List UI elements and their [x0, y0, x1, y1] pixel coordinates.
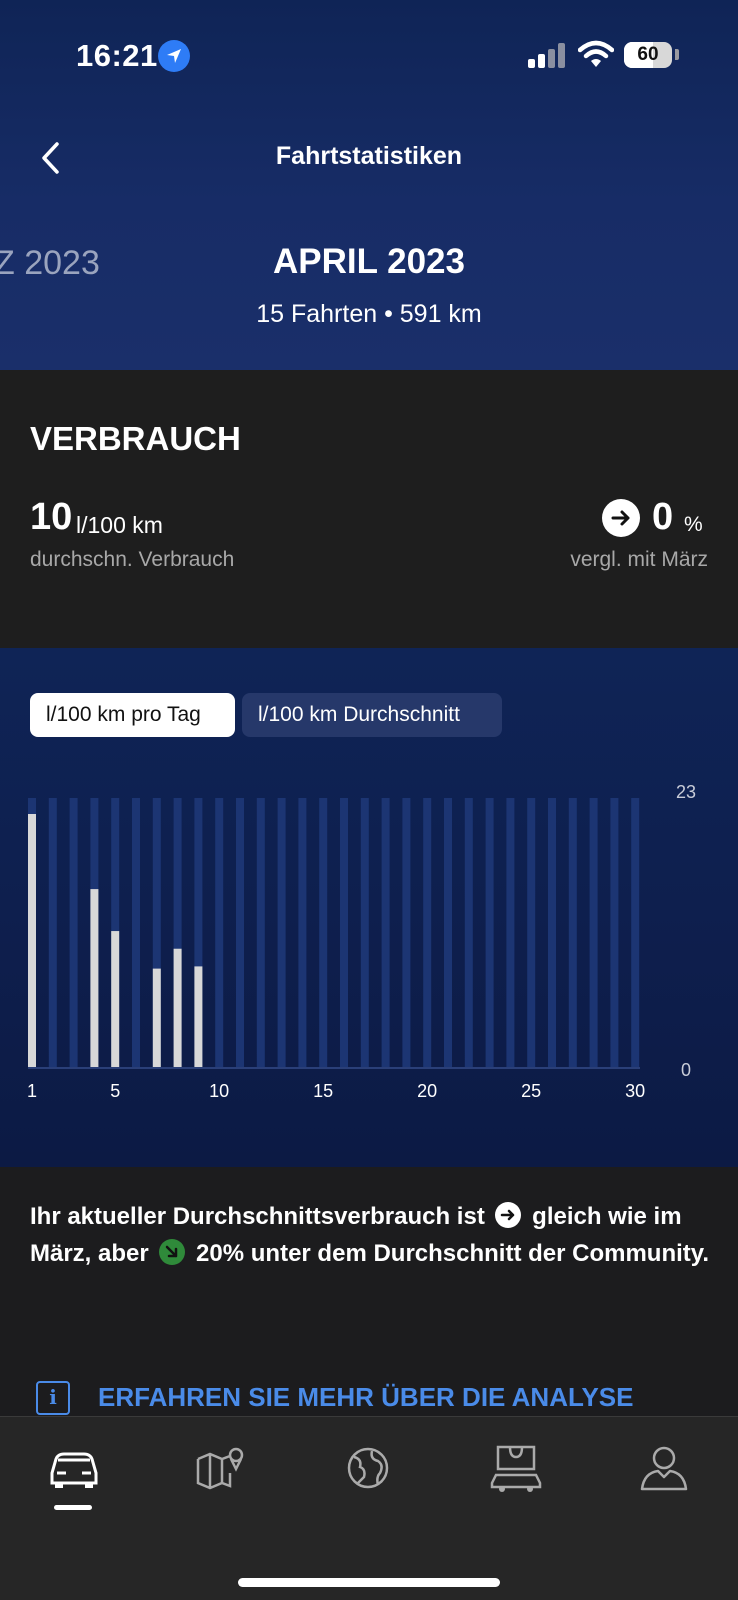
compare-unit: % [684, 513, 703, 536]
summary-part2: gleich wie im März, aber [30, 1203, 682, 1267]
chart-bar-track [340, 798, 348, 1068]
chart-bar-track [548, 798, 556, 1068]
chart-bar [111, 931, 120, 1068]
status-time: 16:21 [76, 38, 158, 73]
chart-bar-track [527, 798, 536, 1068]
status-bar: 16:21 60 [0, 36, 738, 76]
consumption-section: VERBRAUCH 10 l/100 km durchschn. Verbrau… [0, 370, 738, 648]
chart-x-tick: 10 [209, 1081, 229, 1101]
learn-more-label: ERFAHREN SIE MEHR ÜBER DIE ANALYSE [98, 1382, 634, 1412]
chart-bar-track [152, 798, 161, 1068]
chart-bar [194, 966, 203, 1068]
wifi-icon [578, 40, 614, 67]
nav-active-indicator [54, 1505, 92, 1510]
chart-y-tick: 0 [681, 1060, 691, 1080]
globe-icon[interactable] [340, 1443, 396, 1493]
back-icon[interactable] [36, 138, 66, 178]
chart-bar-track [464, 798, 473, 1068]
chart-bar [152, 968, 161, 1068]
chart-bar-track [69, 798, 78, 1068]
prev-month[interactable]: Z 2023 [0, 244, 100, 282]
chart-bar-track [381, 798, 390, 1068]
location-icon [158, 40, 190, 72]
trips-summary: 15 Fahrten • 591 km [256, 300, 482, 328]
chart-bar-track [485, 798, 494, 1068]
chart-bar-track [444, 798, 452, 1068]
summary-part1: Ihr aktueller Durchschnittsverbrauch ist [30, 1203, 492, 1230]
tab-per-day[interactable]: l/100 km pro Tag [30, 693, 235, 737]
chart-bar-track [506, 798, 515, 1068]
header: 16:21 60 Fahrtstatistiken Z 2023 APRIL 2… [0, 0, 738, 370]
battery-icon: 60 [624, 42, 672, 68]
arrow-right-icon [602, 499, 640, 537]
car-icon[interactable] [46, 1443, 102, 1493]
chart-bar-track [48, 798, 57, 1068]
chart-x-tick: 20 [417, 1081, 437, 1101]
chart-bar [28, 814, 36, 1068]
profile-icon[interactable] [636, 1443, 692, 1493]
summary-part3: 20% unter dem Durchschnitt der Community… [189, 1240, 710, 1267]
home-indicator [238, 1578, 500, 1587]
avg-consumption-value: 10 [30, 496, 73, 538]
chart-bar-track [132, 798, 140, 1068]
chart-bar-track [277, 798, 286, 1068]
chart-bar-track [610, 798, 619, 1068]
consumption-heading: VERBRAUCH [30, 420, 241, 457]
chart-x-tick: 30 [625, 1081, 645, 1101]
chart-bar-track [589, 798, 598, 1068]
chart-x-tick: 1 [27, 1081, 37, 1101]
chart-bar-track [631, 798, 640, 1068]
shop-icon[interactable] [488, 1443, 544, 1493]
info-icon: i [36, 1381, 70, 1415]
chart-x-tick: 15 [313, 1081, 333, 1101]
chart-bar-track [568, 798, 577, 1068]
signal-icon [528, 42, 568, 68]
arrow-right-icon [495, 1202, 522, 1228]
chart-bar-track [319, 798, 328, 1068]
bottom-nav [0, 1416, 738, 1600]
learn-more-link[interactable]: i ERFAHREN SIE MEHR ÜBER DIE ANALYSE [36, 1380, 736, 1415]
chart-bar-track [298, 798, 307, 1068]
chart-x-tick: 25 [521, 1081, 541, 1101]
chart-section: l/100 km pro Tag l/100 km Durchschnitt 1… [0, 648, 738, 1167]
chart-bar-track [236, 798, 244, 1068]
chart-x-tick: 5 [110, 1081, 120, 1101]
summary-text: Ihr aktueller Durchschnittsverbrauch ist… [30, 1198, 720, 1272]
chart-bar-track [423, 798, 432, 1068]
chart-bar [90, 889, 99, 1068]
chart-bar-track [360, 798, 369, 1068]
current-month: APRIL 2023 [273, 242, 465, 281]
chart-bar [173, 948, 182, 1068]
chart-bar-track [402, 798, 411, 1068]
chart-bar-track [215, 798, 224, 1068]
map-icon[interactable] [194, 1443, 250, 1493]
chart-y-tick: 23 [676, 782, 696, 802]
chart-bar-track [194, 798, 203, 1068]
chart-bar-track [173, 798, 182, 1068]
arrow-down-right-icon [159, 1239, 186, 1265]
avg-consumption-unit: l/100 km [76, 512, 163, 538]
avg-consumption-label: durchschn. Verbrauch [30, 548, 235, 571]
chart-bar-track [256, 798, 265, 1068]
compare-label: vergl. mit März [570, 548, 708, 571]
compare-value: 0 [652, 496, 674, 538]
battery-level: 60 [637, 44, 659, 65]
tab-average[interactable]: l/100 km Durchschnitt [242, 693, 502, 737]
page-title: Fahrtstatistiken [275, 142, 463, 170]
